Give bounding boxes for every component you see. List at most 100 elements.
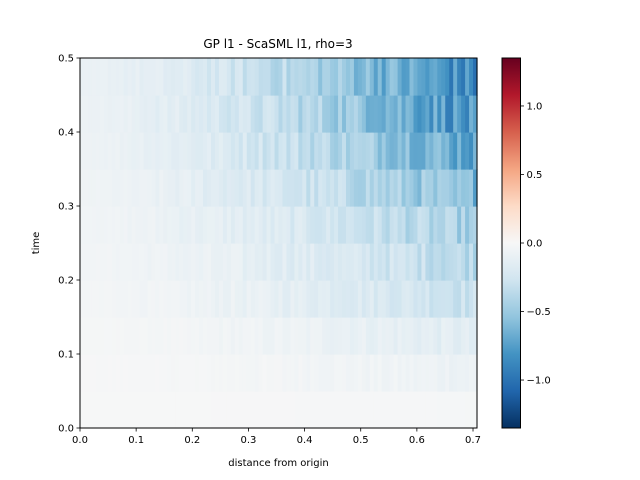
heatmap-cell bbox=[469, 95, 474, 133]
heatmap-cell bbox=[127, 169, 133, 207]
heatmap-cell bbox=[334, 391, 339, 429]
heatmap-cell bbox=[413, 391, 419, 429]
heatmap-cell bbox=[373, 169, 379, 207]
heatmap-cell bbox=[80, 317, 85, 355]
heatmap-cell bbox=[318, 95, 323, 133]
heatmap-cell bbox=[338, 317, 343, 355]
heatmap-cell bbox=[306, 132, 311, 170]
heatmap-cell bbox=[274, 354, 280, 392]
heatmap-cell bbox=[203, 169, 208, 207]
heatmap-cell bbox=[123, 58, 129, 96]
heatmap-cell bbox=[250, 317, 256, 355]
heatmap-cell bbox=[195, 391, 200, 429]
heatmap-cell bbox=[306, 206, 311, 244]
heatmap-cell bbox=[218, 95, 224, 133]
heatmap-cell bbox=[353, 391, 359, 429]
heatmap-cell bbox=[211, 243, 216, 281]
heatmap-cell bbox=[306, 354, 311, 392]
heatmap-cell bbox=[290, 95, 295, 133]
heatmap-cell bbox=[183, 206, 188, 244]
heatmap-cell bbox=[413, 95, 419, 133]
colorbar-axis: −1.0 −0.5 0.0 0.5 1.0 bbox=[520, 101, 551, 387]
heatmap-cell bbox=[211, 58, 216, 96]
heatmap-cell bbox=[421, 132, 426, 170]
heatmap-cell bbox=[95, 391, 101, 429]
heatmap-cell bbox=[369, 206, 375, 244]
heatmap-cell bbox=[151, 169, 157, 207]
heatmap-cell bbox=[143, 95, 149, 133]
heatmap-cell bbox=[433, 280, 438, 318]
heatmap-cell bbox=[433, 58, 438, 96]
heatmap-cell bbox=[87, 243, 93, 281]
heatmap-cell bbox=[342, 391, 347, 429]
heatmap-cell bbox=[389, 58, 395, 96]
heatmap-cell bbox=[258, 243, 264, 281]
heatmap-cell bbox=[397, 391, 403, 429]
heatmap-cell bbox=[369, 317, 375, 355]
heatmap-cell bbox=[107, 354, 113, 392]
heatmap-cell bbox=[473, 169, 478, 207]
heatmap-cell bbox=[433, 354, 438, 392]
heatmap-cell bbox=[361, 354, 367, 392]
heatmap-cell bbox=[242, 354, 248, 392]
heatmap-cell bbox=[469, 169, 474, 207]
heatmap-cell bbox=[381, 169, 387, 207]
heatmap-cell bbox=[393, 391, 399, 429]
heatmap-cell bbox=[449, 243, 454, 281]
heatmap-cell bbox=[183, 132, 188, 170]
heatmap-cell bbox=[349, 169, 355, 207]
heatmap-cell bbox=[199, 206, 204, 244]
heatmap-cell bbox=[214, 280, 220, 318]
heatmap-cell bbox=[195, 317, 200, 355]
heatmap-cell bbox=[131, 169, 137, 207]
heatmap-cell bbox=[330, 391, 335, 429]
heatmap-cell bbox=[457, 280, 462, 318]
heatmap-cell bbox=[469, 317, 474, 355]
heatmap-cell bbox=[385, 206, 391, 244]
heatmap-cell bbox=[310, 354, 315, 392]
heatmap-cell bbox=[405, 58, 411, 96]
heatmap-cell bbox=[234, 391, 240, 429]
heatmap-cell bbox=[310, 169, 315, 207]
heatmap-cell bbox=[207, 206, 212, 244]
heatmap-cell bbox=[175, 354, 180, 392]
heatmap-cell bbox=[246, 169, 252, 207]
heatmap-cell bbox=[127, 354, 133, 392]
heatmap-cell bbox=[278, 354, 284, 392]
heatmap-cell bbox=[159, 354, 164, 392]
heatmap-cell bbox=[393, 354, 399, 392]
heatmap-cell bbox=[302, 95, 307, 133]
heatmap-cell bbox=[222, 169, 228, 207]
heatmap-cell bbox=[334, 243, 339, 281]
heatmap-cell bbox=[322, 391, 327, 429]
heatmap-cell bbox=[155, 169, 160, 207]
heatmap-cell bbox=[429, 243, 434, 281]
heatmap-cell bbox=[222, 58, 228, 96]
heatmap-cell bbox=[445, 280, 450, 318]
heatmap-cell bbox=[334, 206, 339, 244]
heatmap-cell bbox=[417, 169, 423, 207]
heatmap-cell bbox=[226, 354, 232, 392]
heatmap-cell bbox=[437, 206, 442, 244]
heatmap-cell bbox=[421, 317, 426, 355]
heatmap-cell bbox=[397, 95, 403, 133]
heatmap-cell bbox=[183, 95, 188, 133]
heatmap-cell bbox=[349, 243, 355, 281]
heatmap-cell bbox=[274, 243, 280, 281]
heatmap-cell bbox=[151, 354, 157, 392]
heatmap-cell bbox=[441, 280, 446, 318]
heatmap-cell bbox=[425, 206, 430, 244]
heatmap-cell bbox=[95, 132, 101, 170]
heatmap-cell bbox=[441, 317, 446, 355]
heatmap-cell bbox=[437, 58, 442, 96]
heatmap-cell bbox=[298, 317, 303, 355]
heatmap-cell bbox=[274, 391, 280, 429]
heatmap-cell bbox=[175, 169, 180, 207]
heatmap-cell bbox=[218, 280, 224, 318]
heatmap-cell bbox=[203, 354, 208, 392]
heatmap-cell bbox=[365, 95, 371, 133]
heatmap-cell bbox=[405, 169, 411, 207]
heatmap-cell bbox=[83, 58, 89, 96]
heatmap-cell bbox=[342, 169, 347, 207]
heatmap-cell bbox=[429, 354, 434, 392]
